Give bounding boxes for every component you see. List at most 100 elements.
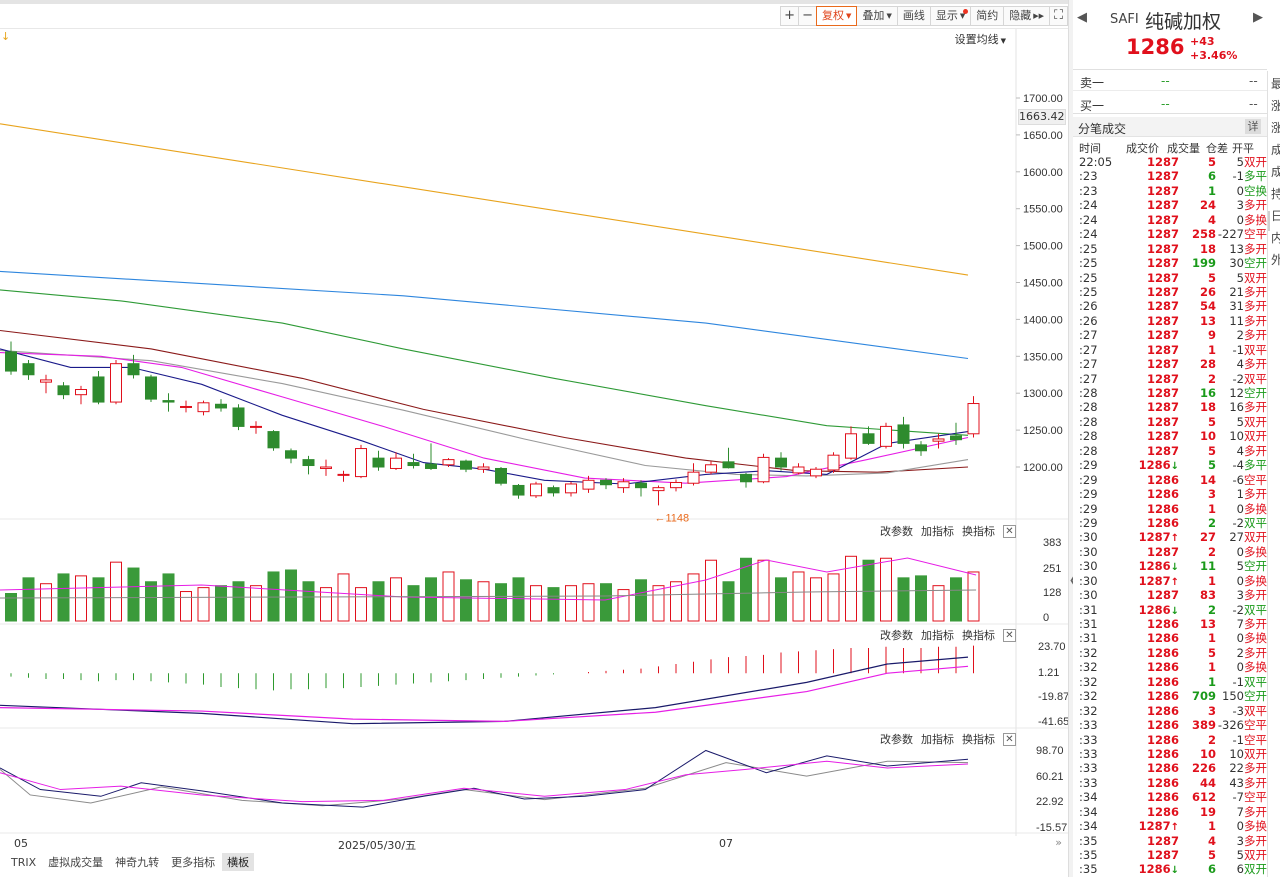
tick-volume: 18: [1199, 241, 1216, 256]
macd-edit-params-button[interactable]: 改参数: [880, 629, 913, 642]
tab-magic-nine[interactable]: 神奇九转: [115, 856, 160, 869]
tick-price: 1286↓: [1133, 458, 1179, 474]
moving-average-line: [0, 329, 969, 473]
ticks-detail-button[interactable]: 详: [1245, 119, 1261, 134]
tick-row: :29 1286 14 -6 空平: [1073, 473, 1267, 487]
tick-volume: 19: [1199, 804, 1216, 819]
tick-price-value: 1286: [1146, 487, 1179, 502]
tick-price: 1286: [1133, 805, 1179, 819]
tick-price-value: 1286: [1146, 472, 1179, 487]
macd-add-indicator-button[interactable]: 加指标: [921, 629, 954, 642]
simple-mode-button[interactable]: 简约: [970, 6, 1005, 26]
tick-row: :29 1286↓ 5 -4 多平: [1073, 458, 1267, 472]
zoom-out-button[interactable]: −: [798, 6, 818, 26]
prev-symbol-icon[interactable]: ◀: [1077, 10, 1087, 25]
tick-type: 多开: [1244, 487, 1267, 502]
macd-close-icon[interactable]: ✕: [1003, 628, 1016, 642]
chart-toolbar: + − 复权 ▼ 叠加 ▼ 画线 显示 ▼ 简约 隐藏 ▶▶ ⛶: [780, 6, 1068, 26]
tick-row: :35 1287 5 5 双开: [1073, 848, 1267, 862]
overlay-dropdown[interactable]: 叠加 ▼: [856, 6, 898, 26]
volume-bar: [932, 585, 945, 622]
tick-price-value: 1287: [1146, 357, 1179, 372]
volume-tick-label: 128: [1043, 587, 1061, 599]
tab-horizontal[interactable]: 横板: [222, 853, 255, 871]
tick-row: :30 1287 83 3 多开: [1073, 588, 1267, 602]
tick-volume: 5: [1207, 848, 1216, 862]
volume-bar: [547, 587, 560, 622]
tick-price: 1287: [1133, 328, 1179, 342]
tick-price-value: 1287: [1146, 284, 1179, 299]
ma-settings-button[interactable]: 设置均线 ▼: [955, 31, 1006, 47]
kdj-add-indicator-button[interactable]: 加指标: [921, 733, 954, 746]
tick-time: :29: [1079, 487, 1098, 502]
side-label: 涨: [1271, 121, 1280, 135]
tick-price: 1286: [1133, 733, 1179, 747]
tick-oi-change: 5: [1236, 559, 1244, 574]
kdj-switch-indicator-button[interactable]: 换指标: [962, 733, 995, 746]
draw-line-button[interactable]: 画线: [896, 6, 931, 26]
header-time: 时间: [1079, 142, 1101, 155]
tick-price: 1286: [1133, 516, 1179, 530]
tick-price-value: 1287: [1146, 241, 1179, 256]
tick-oi-change: -1: [1232, 732, 1244, 747]
fullscreen-button[interactable]: ⛶: [1049, 6, 1068, 26]
tick-time: :28: [1079, 443, 1098, 458]
volume-bar: [740, 557, 752, 622]
header-type: 开平: [1232, 142, 1254, 155]
ask-label: 卖一: [1080, 76, 1105, 90]
tick-price: 1286: [1133, 473, 1179, 487]
hide-button[interactable]: 隐藏 ▶▶: [1003, 6, 1050, 26]
next-symbol-icon[interactable]: ▶: [1253, 10, 1263, 25]
tick-type: 多开: [1244, 357, 1267, 372]
price-tick-label: 1300.00: [1023, 388, 1063, 400]
tick-price-value: 1286: [1146, 645, 1179, 660]
volume-bar: [40, 583, 52, 622]
tick-oi-change: 11: [1229, 313, 1244, 328]
display-dropdown[interactable]: 显示 ▼: [929, 6, 972, 26]
kdj-edit-params-button[interactable]: 改参数: [880, 733, 913, 746]
volume-bar: [967, 571, 980, 622]
ticks-list[interactable]: 22:05 1287 5 5 双开:23 1287 6 -1 多平:23 1287 1 0 空换:24 1…: [1073, 155, 1267, 877]
tick-volume: 2: [1207, 602, 1216, 617]
tick-type: 多开: [1244, 443, 1267, 458]
kdj-close-icon[interactable]: ✕: [1003, 732, 1016, 746]
date-label: 05: [14, 837, 28, 850]
tick-price-value: 1286: [1138, 862, 1171, 877]
volume-bar: [512, 577, 525, 622]
scrollbar-thumb[interactable]: [1268, 211, 1270, 231]
tick-oi-change: 0: [1236, 544, 1244, 559]
tick-row: :33 1286 389 -326 空平: [1073, 718, 1267, 732]
tick-row: :35 1287 4 3 多开: [1073, 834, 1267, 848]
chart-canvas[interactable]: 1700.00 1650.00 1600.00 1550.00 1500.00 1450.…: [0, 0, 1068, 836]
tick-oi-change: 0: [1236, 573, 1244, 588]
tick-volume: 2: [1207, 371, 1216, 386]
kline-chart-area[interactable]: + − 复权 ▼ 叠加 ▼ 画线 显示 ▼ 简约 隐藏 ▶▶ ⛶ ↓ 设置均线 ▼ 170…: [0, 0, 1070, 877]
tick-volume: 5: [1207, 414, 1216, 429]
tick-time: :29: [1079, 501, 1098, 516]
macd-switch-indicator-button[interactable]: 换指标: [962, 629, 995, 642]
volume-edit-params-button[interactable]: 改参数: [880, 525, 913, 538]
tick-volume: 5: [1207, 645, 1216, 660]
tick-time: :28: [1079, 429, 1098, 444]
tick-row: :28 1287 16 12 空开: [1073, 386, 1267, 400]
tick-oi-change: 0: [1236, 183, 1244, 198]
tab-trix[interactable]: TRIX: [11, 855, 37, 869]
volume-bar: [390, 577, 402, 622]
tick-type: 多换: [1244, 212, 1267, 227]
tick-row: :29 1286 2 -2 双平: [1073, 516, 1267, 530]
price-adjust-dropdown[interactable]: 复权 ▼: [816, 6, 858, 26]
volume-add-indicator-button[interactable]: 加指标: [921, 525, 954, 538]
bid-volume: --: [1249, 97, 1258, 111]
volume-close-icon[interactable]: ✕: [1003, 524, 1016, 538]
tick-type: 双开: [1244, 862, 1267, 877]
tick-volume: 3: [1207, 703, 1216, 718]
volume-switch-indicator-button[interactable]: 换指标: [962, 525, 995, 538]
volume-bar: [792, 571, 805, 622]
tick-time: :30: [1079, 588, 1098, 603]
tab-more-indicators[interactable]: 更多指标: [171, 856, 216, 869]
tick-price: 1287: [1133, 429, 1179, 443]
tick-type: 双平: [1244, 371, 1267, 386]
scroll-right-icon[interactable]: »: [1055, 836, 1062, 849]
tab-virtual-volume[interactable]: 虚拟成交量: [48, 856, 104, 869]
tick-oi-change: 7: [1236, 804, 1244, 819]
